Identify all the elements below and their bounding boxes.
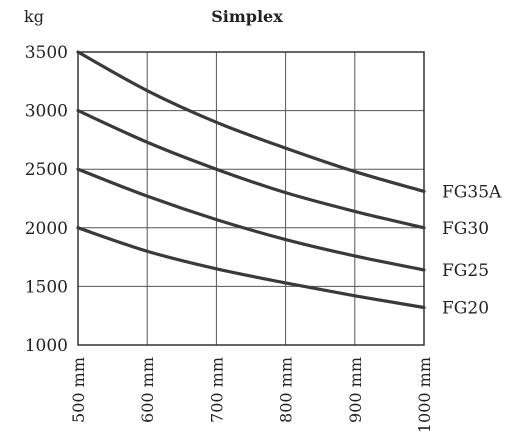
series-line-fg35a bbox=[76, 50, 426, 194]
series-label-fg35a: FG35A bbox=[442, 182, 502, 202]
y-axis-ticks: 1000 1500 2000 2500 3000 3500 bbox=[25, 43, 68, 356]
x-tick-label: 500 mm bbox=[69, 357, 88, 423]
y-tick-label: 3500 bbox=[25, 43, 68, 63]
x-tick-label: 600 mm bbox=[138, 357, 157, 423]
x-tick-label: 900 mm bbox=[346, 357, 365, 423]
y-tick-label: 1500 bbox=[25, 277, 68, 297]
series-labels: FG35A FG30 FG25 FG20 bbox=[442, 182, 502, 318]
x-tick-label: 1000 mm bbox=[415, 357, 434, 433]
series-label-fg25: FG25 bbox=[442, 261, 489, 281]
plot-frame bbox=[77, 51, 425, 346]
series-lines bbox=[76, 50, 426, 310]
series-line-fg25 bbox=[76, 167, 426, 272]
y-axis-label: kg bbox=[24, 7, 44, 26]
y-tick-label: 1000 bbox=[25, 336, 68, 356]
series-line-fg30 bbox=[76, 109, 426, 230]
series-label-fg20: FG20 bbox=[442, 298, 489, 318]
series-label-fg30: FG30 bbox=[442, 219, 489, 239]
y-tick-label: 2500 bbox=[25, 160, 68, 180]
y-tick-label: 3000 bbox=[25, 102, 68, 122]
plot-border bbox=[77, 51, 425, 346]
x-tick-label: 700 mm bbox=[207, 357, 226, 423]
series-line-fg20 bbox=[76, 226, 426, 310]
chart-title: Simplex bbox=[211, 7, 283, 26]
y-tick-label: 2000 bbox=[25, 219, 68, 239]
grid bbox=[77, 51, 425, 346]
x-axis-ticks: 500 mm 600 mm 700 mm 800 mm 900 mm 1000 mm bbox=[69, 357, 434, 433]
x-tick-label: 800 mm bbox=[277, 357, 296, 423]
